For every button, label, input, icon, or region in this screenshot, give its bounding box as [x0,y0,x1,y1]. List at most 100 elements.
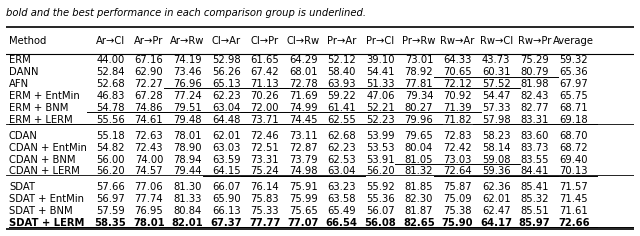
Text: ERM: ERM [9,55,31,65]
Text: 74.86: 74.86 [134,103,163,113]
Text: 84.41: 84.41 [520,166,549,176]
Text: 82.77: 82.77 [520,103,549,113]
Text: bold and the best performance in each comparison group is underlined.: bold and the best performance in each co… [6,8,366,18]
Text: 52.68: 52.68 [96,79,125,89]
Text: 57.33: 57.33 [482,103,510,113]
Text: 74.00: 74.00 [135,155,163,164]
Text: 55.56: 55.56 [96,115,125,125]
Text: 68.71: 68.71 [559,103,588,113]
Text: 59.08: 59.08 [482,155,510,164]
Text: 39.10: 39.10 [366,55,395,65]
Text: 70.13: 70.13 [559,166,588,176]
Text: 54.78: 54.78 [96,103,125,113]
Text: CDAN + BNM: CDAN + BNM [9,155,76,164]
Text: 62.90: 62.90 [134,67,163,77]
Text: 55.92: 55.92 [366,182,395,192]
Text: 65.36: 65.36 [559,67,588,77]
Text: Cl→Pr: Cl→Pr [251,36,278,46]
Text: 72.87: 72.87 [289,143,317,153]
Text: 80.04: 80.04 [405,143,433,153]
Text: 74.99: 74.99 [289,103,317,113]
Text: 64.29: 64.29 [289,55,317,65]
Text: 73.03: 73.03 [444,155,472,164]
Text: 76.95: 76.95 [134,206,163,216]
Text: CDAN + LERM: CDAN + LERM [9,166,79,176]
Text: 72.51: 72.51 [250,143,279,153]
Text: 52.98: 52.98 [212,55,241,65]
Text: 83.55: 83.55 [520,155,549,164]
Text: 78.92: 78.92 [404,67,433,77]
Text: 72.43: 72.43 [134,143,163,153]
Text: 73.31: 73.31 [250,155,279,164]
Text: 75.29: 75.29 [520,55,549,65]
Text: 77.06: 77.06 [134,182,163,192]
Text: 74.61: 74.61 [134,115,163,125]
Text: 66.07: 66.07 [212,182,241,192]
Text: 57.52: 57.52 [482,79,511,89]
Text: 56.20: 56.20 [96,166,125,176]
Text: 75.09: 75.09 [444,194,472,204]
Text: 82.43: 82.43 [520,91,549,101]
Text: Pr→Rw: Pr→Rw [403,36,436,46]
Text: 83.31: 83.31 [520,115,549,125]
Text: SDAT + BNM: SDAT + BNM [9,206,72,216]
Text: SDAT + EntMin: SDAT + EntMin [9,194,84,204]
Text: 63.03: 63.03 [212,143,240,153]
Text: 52.21: 52.21 [366,103,395,113]
Text: 66.54: 66.54 [326,218,358,228]
Text: 73.01: 73.01 [404,55,433,65]
Text: 85.97: 85.97 [519,218,550,228]
Text: 70.26: 70.26 [250,91,279,101]
Text: 62.53: 62.53 [328,155,356,164]
Text: 81.30: 81.30 [173,182,202,192]
Text: 72.46: 72.46 [250,131,279,141]
Text: 79.44: 79.44 [173,166,202,176]
Text: 63.04: 63.04 [328,166,356,176]
Text: 75.24: 75.24 [250,166,279,176]
Text: 80.79: 80.79 [520,67,549,77]
Text: 56.08: 56.08 [365,218,396,228]
Text: Pr→Cl: Pr→Cl [366,36,394,46]
Text: 74.57: 74.57 [134,166,163,176]
Text: 65.75: 65.75 [559,91,588,101]
Text: 65.90: 65.90 [212,194,241,204]
Text: 64.48: 64.48 [212,115,240,125]
Text: Rw→Pr: Rw→Pr [518,36,551,46]
Text: 74.45: 74.45 [289,115,317,125]
Text: 67.97: 67.97 [559,79,588,89]
Text: 75.90: 75.90 [442,218,473,228]
Text: 85.41: 85.41 [520,182,549,192]
Text: 68.72: 68.72 [559,143,588,153]
Text: 74.19: 74.19 [173,55,202,65]
Text: 43.73: 43.73 [482,55,510,65]
Text: 55.36: 55.36 [366,194,395,204]
Text: ERM + EntMin: ERM + EntMin [9,91,79,101]
Text: 67.42: 67.42 [250,67,279,77]
Text: Average: Average [553,36,594,46]
Text: 67.37: 67.37 [211,218,242,228]
Text: Ar→Pr: Ar→Pr [134,36,164,46]
Text: 78.90: 78.90 [173,143,202,153]
Text: 69.18: 69.18 [559,115,588,125]
Text: 79.65: 79.65 [404,131,433,141]
Text: 62.01: 62.01 [482,194,510,204]
Text: 63.58: 63.58 [328,194,356,204]
Text: 57.66: 57.66 [96,182,125,192]
Text: Rw→Cl: Rw→Cl [479,36,513,46]
Text: 53.53: 53.53 [366,143,395,153]
Text: 83.73: 83.73 [520,143,549,153]
Text: 53.91: 53.91 [366,155,395,164]
Text: 62.01: 62.01 [212,131,241,141]
Text: 77.74: 77.74 [134,194,163,204]
Text: 67.16: 67.16 [134,55,163,65]
Text: 81.98: 81.98 [520,79,549,89]
Text: 54.82: 54.82 [96,143,125,153]
Text: 85.51: 85.51 [520,206,549,216]
Text: 77.24: 77.24 [173,91,202,101]
Text: Rw→Ar: Rw→Ar [440,36,475,46]
Text: 79.51: 79.51 [173,103,202,113]
Text: 73.11: 73.11 [289,131,317,141]
Text: DANN: DANN [9,67,38,77]
Text: 82.30: 82.30 [404,194,433,204]
Text: 58.23: 58.23 [482,131,510,141]
